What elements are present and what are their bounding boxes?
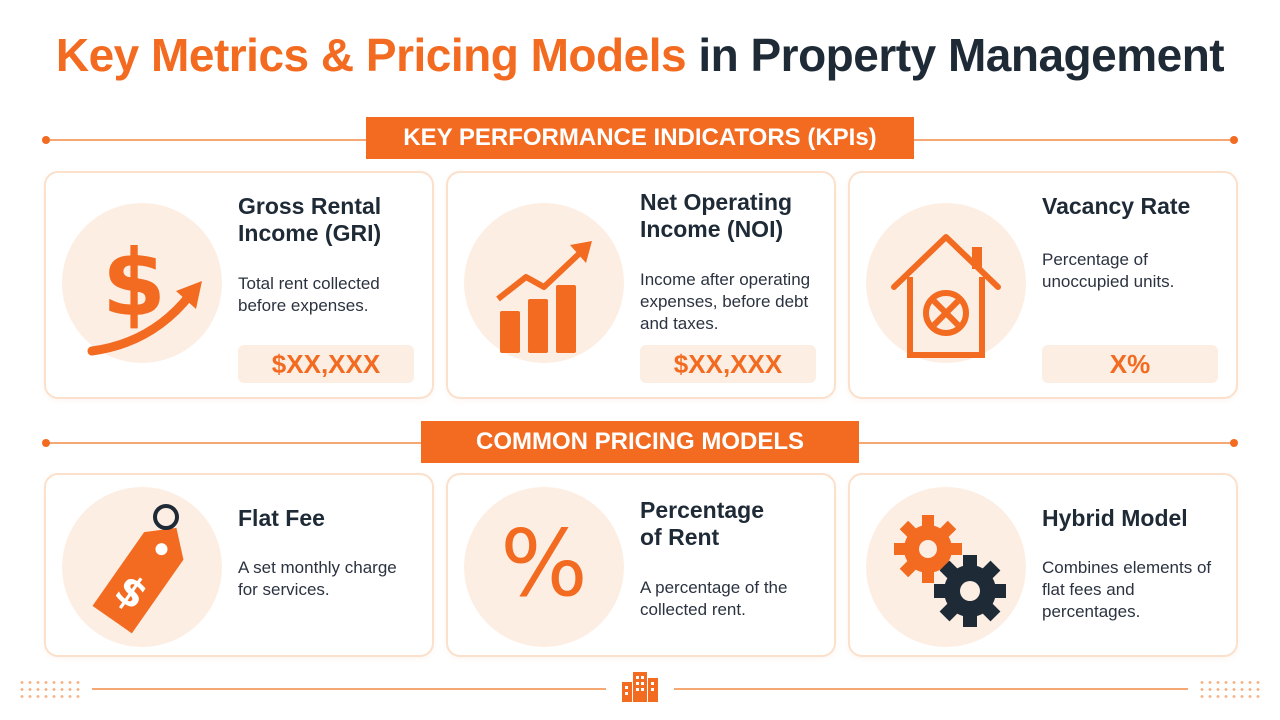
svg-text:$: $ [102, 230, 166, 337]
dots-decoration-right [1198, 679, 1260, 699]
title-dark: in Property Management [698, 29, 1225, 81]
footer-line-right [674, 688, 1188, 690]
kpi-description: Total rent collected before expenses. [238, 274, 380, 315]
kpi-card-vacancy: Vacancy Rate Percentage of unoccupied un… [848, 171, 1238, 399]
kpi-title: Vacancy Rate [1042, 193, 1191, 219]
gears-icon [866, 487, 1026, 647]
kpi-value: $XX,XXX [640, 345, 816, 383]
price-tag-icon: $ [62, 487, 222, 647]
kpi-description: Income after operating expenses, before … [640, 270, 811, 333]
bar-chart-growth-icon [464, 203, 624, 363]
pricing-card-hybrid: Hybrid Model Combines elements of flat f… [848, 473, 1238, 657]
building-icon [622, 672, 658, 702]
kpi-section-banner: KEY PERFORMANCE INDICATORS (KPIs) [366, 117, 914, 159]
kpi-title: Net Operating Income (NOI) [640, 189, 793, 242]
title-accent: Key Metrics & Pricing Models [55, 29, 687, 81]
pricing-section-banner: COMMON PRICING MODELS [421, 421, 859, 463]
pricing-description: Combines elements of flat fees and perce… [1042, 558, 1212, 621]
kpi-title: Gross Rental Income (GRI) [238, 193, 382, 246]
dots-decoration-left [18, 679, 80, 699]
svg-text:%: % [500, 510, 587, 617]
pricing-title: Flat Fee [238, 505, 325, 531]
kpi-value: $XX,XXX [238, 345, 414, 383]
pricing-title: Hybrid Model [1042, 505, 1188, 531]
page-title: Key Metrics & Pricing Models in Property… [0, 28, 1280, 82]
pricing-description: A percentage of the collected rent. [640, 578, 788, 619]
pricing-card-flat-fee: $ Flat Fee A set monthly charge for serv… [44, 473, 434, 657]
kpi-description: Percentage of unoccupied units. [1042, 250, 1175, 291]
pricing-card-percentage: % Percentage of Rent A percentage of the… [446, 473, 836, 657]
pricing-description: A set monthly charge for services. [238, 558, 397, 599]
kpi-value: X% [1042, 345, 1218, 383]
kpi-card-gri: $ Gross Rental Income (GRI) Total rent c… [44, 171, 434, 399]
percent-icon: % [464, 487, 624, 647]
kpi-card-noi: Net Operating Income (NOI) Income after … [446, 171, 836, 399]
footer-line-left [92, 688, 606, 690]
dollar-growth-icon: $ [62, 203, 222, 363]
pricing-title: Percentage of Rent [640, 497, 765, 550]
house-vacancy-icon [866, 203, 1026, 363]
